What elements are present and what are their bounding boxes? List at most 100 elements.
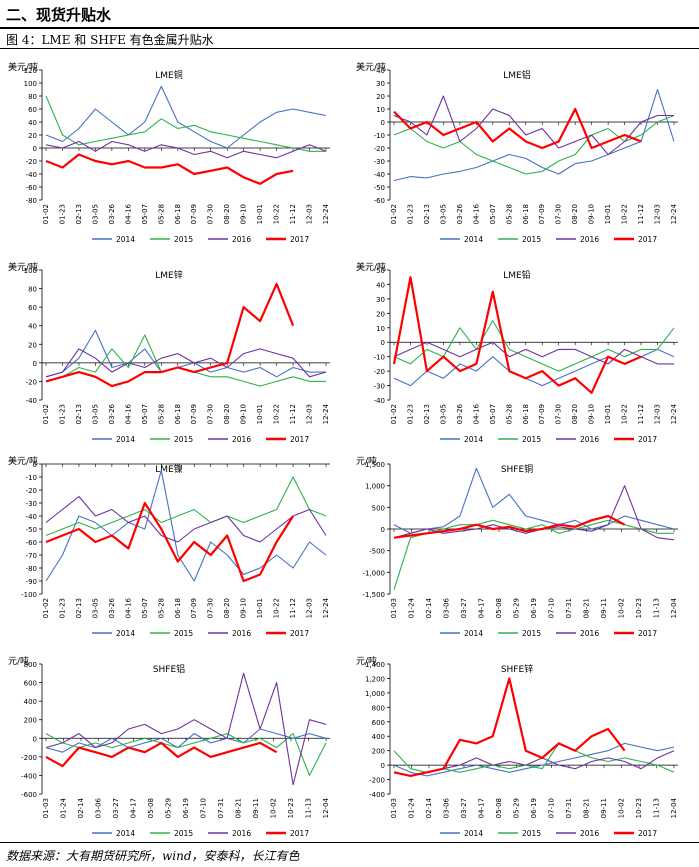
chart-svg: -400 -200 0 200 400 600 800 1,000 1,200 1,400 01-0…	[365, 661, 678, 838]
x-tick-label: 10-01	[604, 404, 612, 424]
series-line-2017	[393, 677, 626, 778]
x-tick-label: 01-23	[58, 204, 66, 224]
y-tick-label: -100	[21, 591, 37, 599]
title-divider	[0, 27, 699, 29]
x-tick-label: 07-09	[538, 204, 546, 224]
y-tick-label: 100	[24, 80, 37, 88]
y-tick-label: -40	[374, 397, 385, 405]
x-tick-label: 01-02	[42, 598, 50, 618]
y-tick-label: -40	[26, 397, 37, 405]
legend-label: 2015	[522, 435, 541, 444]
x-tick-label: 06-18	[522, 204, 530, 224]
legend-label: 2017	[638, 829, 657, 838]
chart-panel: 元/吨 SHFE铝 -600 -400 -200 0 200 400 600 800 01-03 01…	[4, 652, 334, 852]
y-unit-label: 元/吨	[8, 657, 30, 667]
y-unit-label: 美元/吨	[356, 263, 387, 273]
legend-label: 2015	[174, 629, 193, 638]
x-tick-label: 08-21	[583, 598, 591, 618]
x-tick-label: 08-20	[223, 204, 231, 224]
x-tick-label: 08-20	[223, 598, 231, 618]
y-tick-label: -20	[26, 487, 37, 495]
series-line-2015	[45, 476, 327, 537]
x-tick-label: 01-23	[406, 204, 414, 224]
x-tick-label: 09-11	[252, 798, 260, 818]
legend-label: 2015	[174, 435, 193, 444]
x-tick-label: 07-09	[538, 404, 546, 424]
x-tick-label: 01-23	[58, 404, 66, 424]
y-tick-label: -400	[21, 772, 37, 780]
chart-title: SHFE锌	[500, 665, 534, 675]
legend-label: 2014	[464, 629, 483, 638]
y-tick-label: -20	[26, 158, 37, 166]
y-tick-label: 600	[24, 680, 37, 688]
y-tick-label: 60	[28, 304, 37, 312]
x-tick-label: 08-21	[583, 798, 591, 818]
x-tick-label: 03-26	[108, 203, 116, 224]
x-tick-label: 02-14	[425, 797, 433, 818]
x-tick-label: 05-29	[513, 598, 521, 618]
y-tick-label: 600	[372, 719, 385, 727]
y-tick-label: 80	[28, 93, 37, 101]
x-tick-label: 12-04	[670, 797, 678, 818]
y-tick-label: -70	[26, 552, 37, 560]
y-tick-label: 30	[376, 296, 385, 304]
legend-label: 2017	[290, 829, 309, 838]
chart-title: SHFE铜	[500, 465, 534, 475]
y-tick-label: 0	[381, 762, 385, 770]
legend-label: 2017	[290, 435, 309, 444]
y-unit-label: 元/吨	[356, 657, 378, 667]
chart-svg: -40 -20 0 20 40 60 80 100 01-02 01-23 02-13 03-05 03…	[24, 267, 330, 444]
legend-label: 2016	[232, 235, 251, 244]
series-line-2014	[393, 467, 675, 534]
section-title: 二、现货升贴水	[6, 6, 112, 24]
y-tick-label: -200	[369, 777, 385, 785]
x-tick-label: 05-28	[157, 598, 165, 618]
series-line-2017	[45, 501, 295, 583]
x-tick-label: 07-31	[565, 798, 573, 818]
x-tick-label: 12-03	[306, 404, 314, 424]
y-tick-label: -20	[26, 378, 37, 386]
x-tick-label: 07-09	[190, 598, 198, 618]
chart-title: LME铜	[155, 71, 183, 81]
figure-divider	[0, 48, 699, 49]
chart-svg: -1,500 -1,000 -500 0 500 1,000 1,500 01-03 01-24…	[362, 461, 678, 638]
y-tick-label: -200	[21, 754, 37, 762]
y-tick-label: 0	[381, 339, 385, 347]
legend-label: 2015	[522, 235, 541, 244]
y-tick-label: -10	[26, 474, 37, 482]
series-line-2015	[45, 95, 326, 152]
legend-label: 2014	[464, 235, 483, 244]
x-tick-label: 12-24	[322, 597, 330, 618]
x-tick-label: 03-05	[439, 404, 447, 424]
y-tick-label: -1,500	[362, 591, 385, 599]
series-line-2016	[393, 95, 674, 156]
y-tick-label: 500	[372, 504, 385, 512]
x-tick-label: 11-13	[653, 598, 661, 618]
chart-panel: 美元/吨 LME镍 -100 -90 -80 -70 -60 -50 -40 -30 -20 -10 0…	[4, 452, 334, 652]
x-tick-label: 08-20	[223, 404, 231, 424]
x-tick-label: 11-13	[653, 798, 661, 818]
x-tick-label: 01-23	[406, 404, 414, 424]
legend-label: 2017	[638, 629, 657, 638]
x-tick-label: 03-26	[456, 203, 464, 224]
legend-label: 2016	[232, 629, 251, 638]
y-tick-label: 10	[376, 325, 385, 333]
x-tick-label: 09-11	[600, 798, 608, 818]
y-tick-label: 40	[376, 67, 385, 75]
series-line-2017	[393, 514, 626, 539]
x-tick-label: 10-01	[256, 404, 264, 424]
series-line-2017	[45, 153, 294, 185]
x-tick-label: 12-04	[670, 597, 678, 618]
x-tick-label: 11-12	[289, 404, 297, 424]
y-tick-label: 200	[372, 748, 385, 756]
series-line-2014	[393, 88, 675, 182]
series-line-2017	[45, 741, 278, 768]
series-line-2014	[45, 329, 326, 378]
legend-label: 2014	[116, 435, 135, 444]
chart-svg: -80 -60 -40 -20 0 20 40 60 80 100 120 01-02 01-23 02-…	[24, 67, 330, 244]
x-tick-label: 11-12	[289, 598, 297, 618]
y-tick-label: -30	[374, 158, 385, 166]
x-tick-label: 10-02	[618, 798, 626, 818]
legend-label: 2014	[464, 829, 483, 838]
x-tick-label: 02-13	[75, 598, 83, 618]
